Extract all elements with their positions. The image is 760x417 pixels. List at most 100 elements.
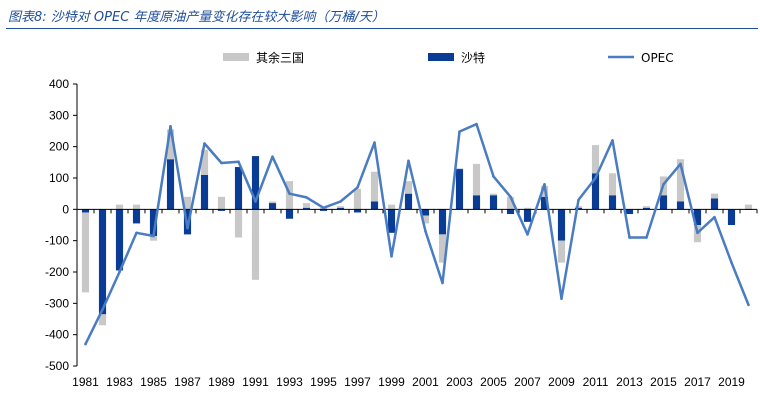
opec-point-1988 <box>203 142 206 145</box>
x-tick-label: 2003 <box>446 375 473 389</box>
opec-point-2004 <box>475 122 478 126</box>
x-tick-label: 2013 <box>616 375 643 389</box>
x-tick-label: 2001 <box>412 375 439 389</box>
bar-saudi-2005 <box>489 195 498 210</box>
opec-point-2013 <box>628 236 631 239</box>
bar-others-1994 <box>302 203 311 208</box>
x-tick-label: 2009 <box>548 375 575 389</box>
opec-point-1994 <box>305 196 308 199</box>
bar-others-2016 <box>676 159 685 202</box>
opec-point-2003 <box>458 130 461 133</box>
opec-point-2000 <box>407 159 410 163</box>
opec-point-1995 <box>322 206 325 210</box>
opec-point-1991 <box>254 200 257 203</box>
bar-saudi-1991 <box>251 156 260 210</box>
bar-saudi-1988 <box>200 174 209 210</box>
legend-swatch-others <box>223 53 249 61</box>
opec-point-2015 <box>662 182 665 186</box>
y-tick-label: -100 <box>45 234 69 248</box>
bar-others-2001 <box>421 215 430 224</box>
opec-point-2006 <box>509 195 512 199</box>
x-tick-label: 1985 <box>140 375 167 389</box>
bar-others-1993 <box>285 181 294 210</box>
bar-others-2020 <box>744 204 753 210</box>
bar-others-1997 <box>353 188 362 210</box>
x-tick-label: 1995 <box>310 375 337 389</box>
bar-others-1989 <box>217 196 226 210</box>
x-tick-label: 1991 <box>242 375 269 389</box>
bar-others-2006 <box>506 196 515 210</box>
y-tick-label: 300 <box>49 108 69 122</box>
bar-others-2005 <box>489 193 498 196</box>
bar-saudi-1996 <box>336 207 345 210</box>
bar-saudi-1993 <box>285 209 294 219</box>
x-tick-label: 2015 <box>650 375 677 389</box>
bar-saudi-2013 <box>625 209 634 215</box>
bar-saudi-1984 <box>132 209 141 224</box>
x-tick-label: 1983 <box>106 375 133 389</box>
bar-saudi-2016 <box>676 201 685 210</box>
bar-others-1984 <box>132 204 141 210</box>
bar-others-1983 <box>115 204 124 210</box>
bar-saudi-1999 <box>387 209 396 233</box>
bar-others-2018 <box>710 193 719 199</box>
x-tick-label: 1981 <box>72 375 99 389</box>
x-tick-label: 1989 <box>208 375 235 389</box>
opec-point-1993 <box>288 192 291 195</box>
y-tick-label: 0 <box>62 202 69 216</box>
bar-saudi-2007 <box>523 209 532 222</box>
opec-point-1990 <box>237 160 240 164</box>
bar-others-1981 <box>81 212 90 293</box>
bar-others-1996 <box>336 206 345 208</box>
bars <box>81 129 753 326</box>
bar-others-2011 <box>591 145 600 174</box>
bar-saudi-1992 <box>268 203 277 210</box>
opec-point-2010 <box>577 198 580 202</box>
bar-saudi-2019 <box>727 209 736 225</box>
bar-saudi-1990 <box>234 167 243 210</box>
opec-point-1985 <box>152 234 155 238</box>
opec-point-1996 <box>339 200 342 203</box>
bar-saudi-1997 <box>353 209 362 213</box>
bar-saudi-2017 <box>693 209 702 225</box>
x-tick-label: 2007 <box>514 375 541 389</box>
bar-others-1982 <box>98 314 107 326</box>
opec-point-2016 <box>679 162 682 166</box>
opec-point-1983 <box>118 270 121 274</box>
bar-saudi-2001 <box>421 209 430 216</box>
bar-saudi-2015 <box>659 195 668 210</box>
opec-point-1981 <box>84 342 87 346</box>
x-tick-label: 1987 <box>174 375 201 389</box>
y-tick-label: 200 <box>49 140 69 154</box>
opec-point-1982 <box>101 308 104 311</box>
bar-saudi-2006 <box>506 209 515 215</box>
bar-others-2002 <box>438 234 447 263</box>
bar-others-1987 <box>183 196 192 210</box>
y-tick-label: -300 <box>45 296 69 310</box>
bar-saudi-2003 <box>455 168 464 210</box>
bar-others-1985 <box>149 235 158 241</box>
bar-saudi-2018 <box>710 198 719 210</box>
bar-others-2004 <box>472 163 481 196</box>
bar-saudi-2012 <box>608 195 617 210</box>
bar-saudi-2011 <box>591 173 600 210</box>
bar-saudi-2014 <box>642 207 651 210</box>
opec-point-1992 <box>271 155 274 158</box>
opec-line <box>84 122 750 346</box>
opec-point-2020 <box>747 303 750 307</box>
opec-point-2017 <box>696 231 699 235</box>
y-axis: 400 300 200 100 0 -100 -200 -300 -400 -500 <box>45 77 78 373</box>
x-tick-label: 1999 <box>378 375 405 389</box>
title-divider <box>6 28 758 29</box>
bar-saudi-2010 <box>574 207 583 210</box>
x-tick-label: 1993 <box>276 375 303 389</box>
legend-label-opec: OPEC <box>641 51 674 65</box>
opec-point-2007 <box>526 233 529 236</box>
opec-point-2012 <box>611 139 614 142</box>
opec-point-2014 <box>645 236 648 239</box>
bar-saudi-1998 <box>370 201 379 210</box>
bar-saudi-1981 <box>81 209 90 213</box>
opec-line-path <box>84 122 750 345</box>
opec-point-2019 <box>730 261 733 264</box>
